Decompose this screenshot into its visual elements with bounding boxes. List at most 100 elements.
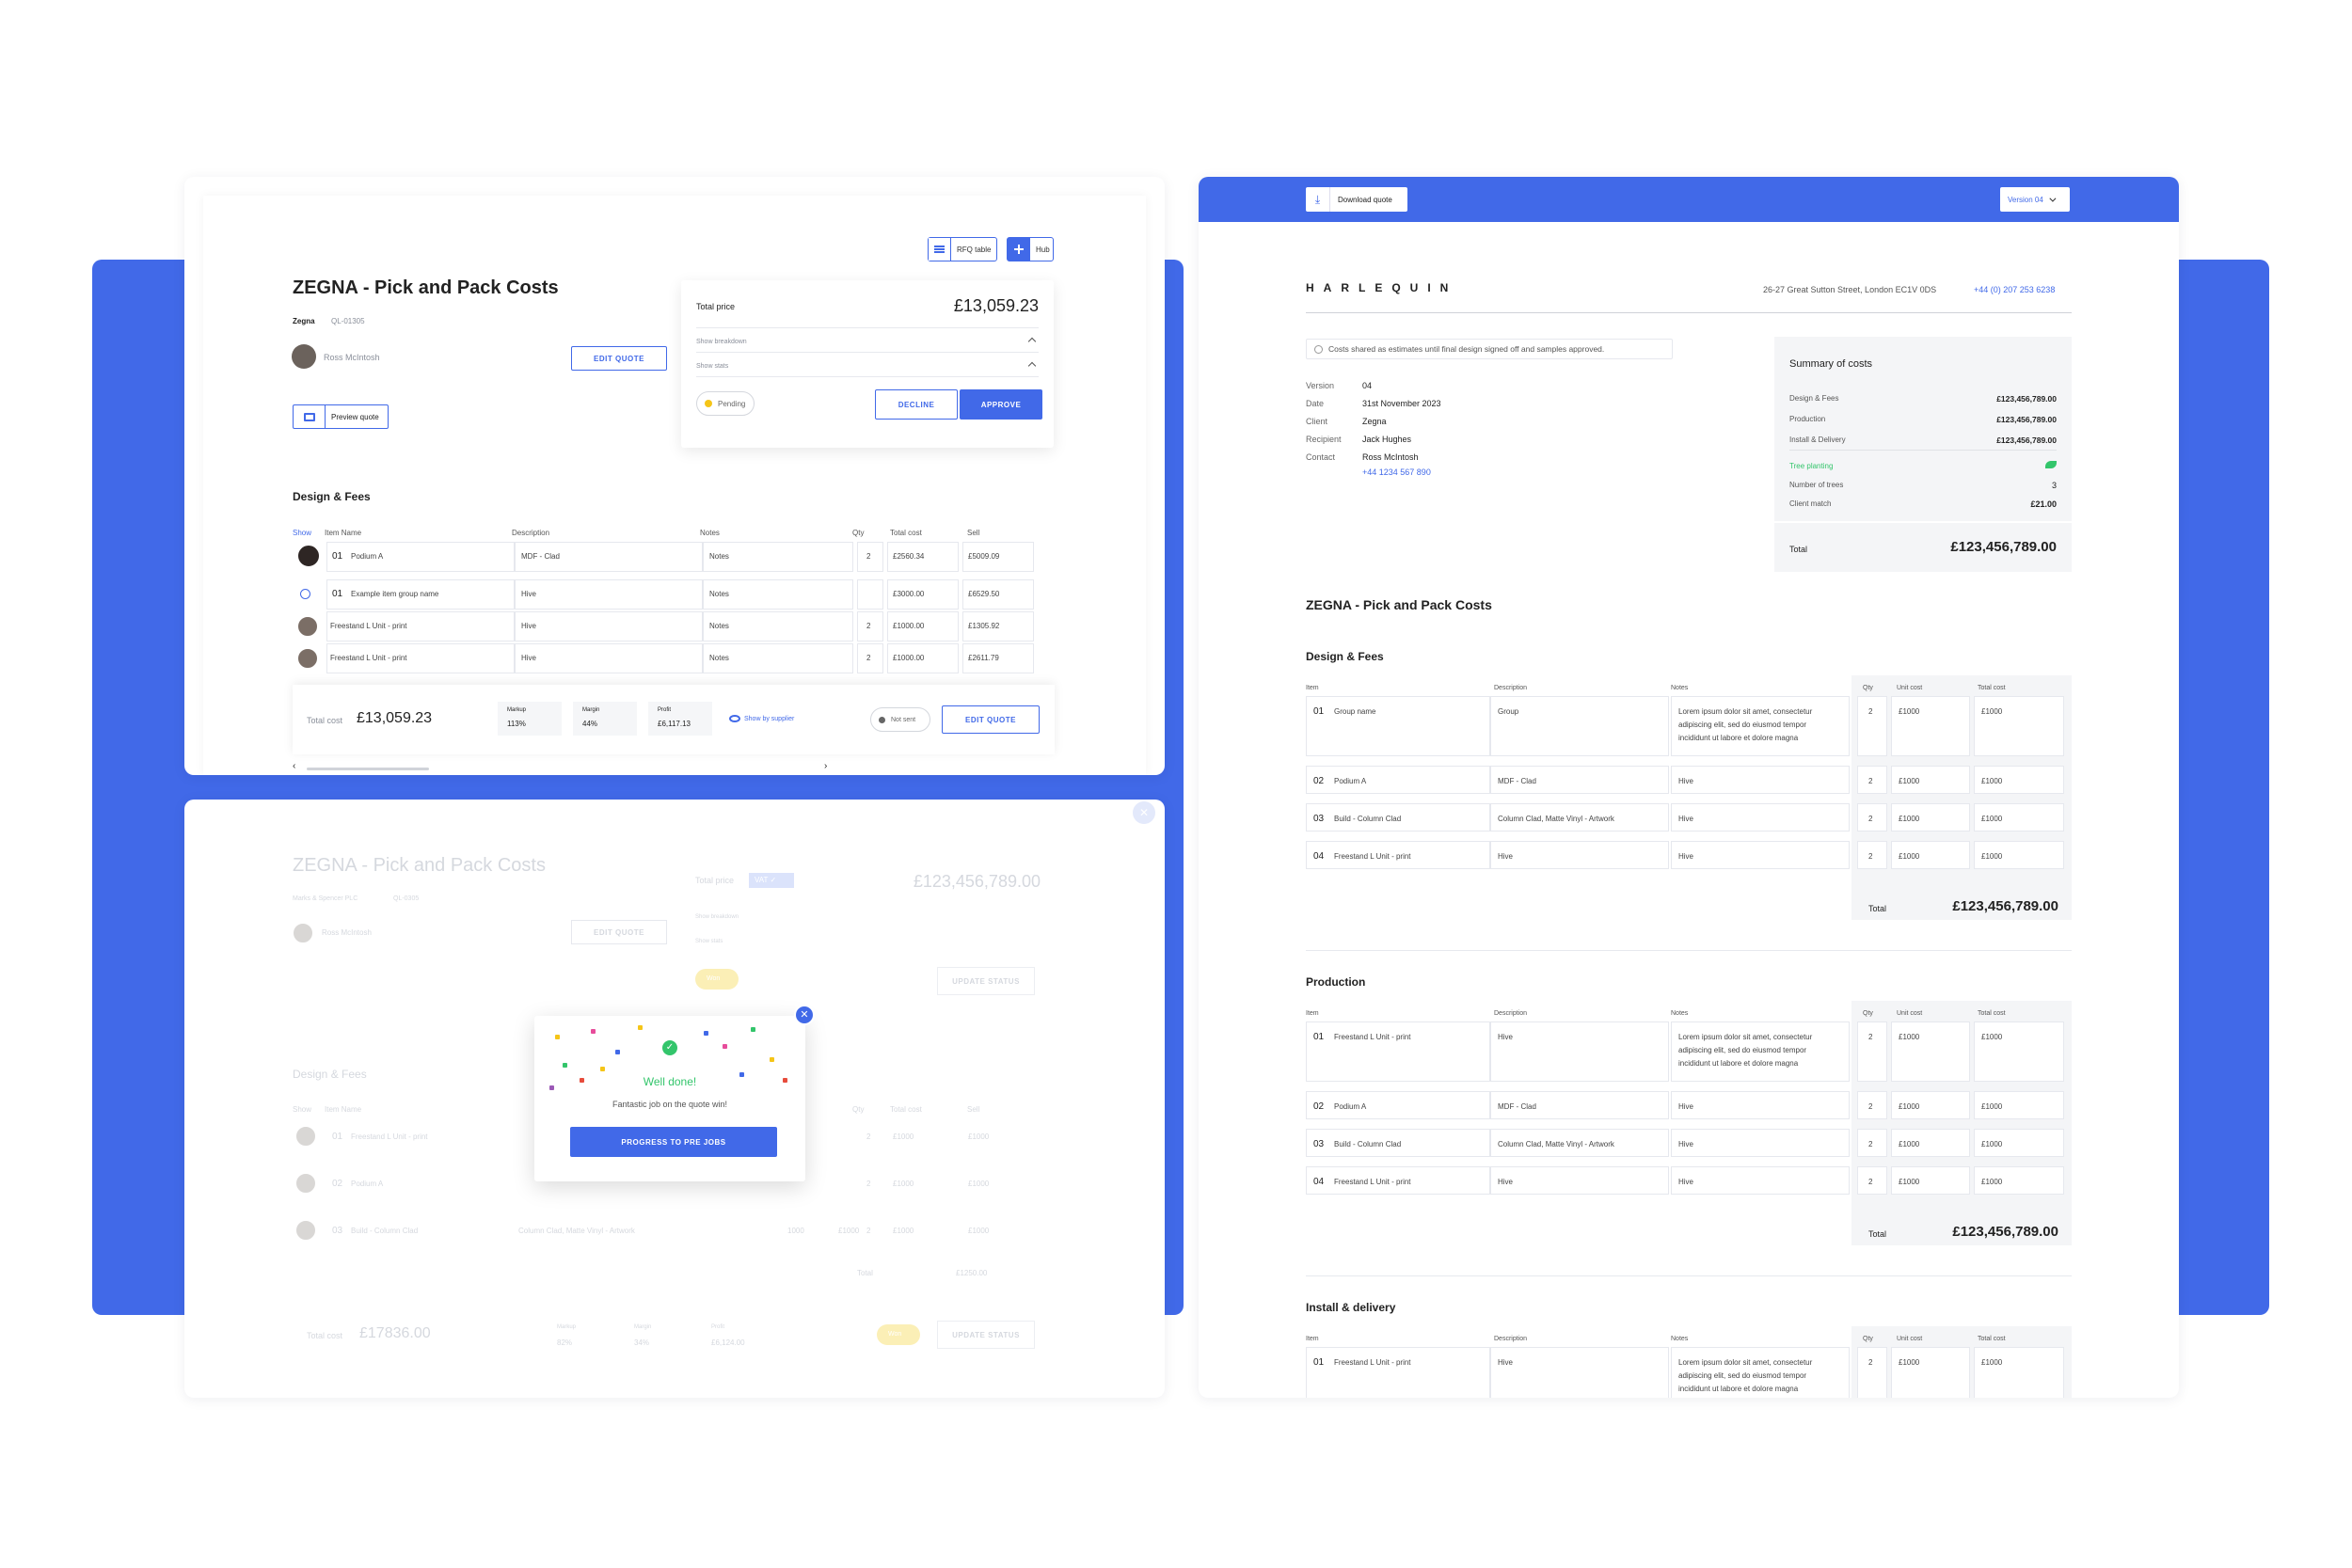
table-row[interactable]: Freestand L Unit - print Hive Notes 2 £1000.…: [293, 611, 1055, 641]
item-description: Group: [1498, 707, 1519, 716]
preview-quote-button[interactable]: Preview quote: [293, 404, 389, 429]
item-notes: Lorem ipsum dolor sit amet, consectetur: [1678, 1358, 1813, 1367]
item-description: MDF - Clad: [1498, 1102, 1536, 1111]
faded-qty: Qty: [852, 1105, 865, 1114]
item-sell: £6529.50: [968, 590, 1000, 598]
table-cell: [703, 579, 853, 610]
quote-panel: RFQ table Hub ZEGNA - Pick and Pack Cost…: [184, 177, 1165, 775]
faded-total: £1000: [893, 1132, 914, 1141]
meta-label: Version: [1306, 381, 1335, 390]
table-cell: [1857, 1129, 1887, 1157]
collapse-icon[interactable]: [300, 589, 310, 599]
item-qty: 2: [866, 622, 871, 630]
hub-toggle[interactable]: Hub: [1007, 237, 1054, 261]
faded-code: QL-0305: [393, 895, 420, 902]
info-icon: [1314, 344, 1323, 354]
preview-quote-label: Preview quote: [331, 412, 379, 421]
show-toggle[interactable]: Show: [293, 529, 312, 537]
show-breakdown-toggle[interactable]: Show breakdown: [696, 339, 747, 345]
status-badge[interactable]: Pending: [696, 391, 755, 416]
panel-close-icon[interactable]: ✕: [1133, 801, 1155, 824]
item-sell: £1305.92: [968, 622, 1000, 630]
faded-footer-total: £17836.00: [359, 1325, 431, 1341]
item-total-cost: £2560.34: [893, 552, 925, 561]
item-total-cost: £1000.00: [893, 654, 925, 662]
col-desc: Description: [1494, 1336, 1528, 1342]
sent-status-badge[interactable]: Not sent: [870, 707, 930, 732]
table-cell: [1490, 1347, 1669, 1398]
item-unit-cost: £1000: [1899, 815, 1920, 823]
table-row[interactable]: Freestand L Unit - print Hive Notes 2 £1000.…: [293, 643, 1055, 673]
faded-item-name: Freestand L Unit - print: [351, 1132, 428, 1141]
chevron-up-icon[interactable]: [1027, 337, 1037, 346]
faded-update-status: UPDATE STATUS: [937, 967, 1035, 995]
total-price-value: £13,059.23: [953, 296, 1039, 315]
faded-sell: £1000: [968, 1227, 990, 1235]
faded-page-title: ZEGNA - Pick and Pack Costs: [293, 855, 546, 876]
show-by-supplier-link[interactable]: Show by supplier: [744, 716, 795, 722]
col-qty: Qty: [852, 529, 865, 537]
table-row[interactable]: 01 Example item group name Hive Notes £3000.…: [293, 579, 1055, 610]
table-row[interactable]: 01 Podium A MDF - Clad Notes 2 £2560.34 £5009.…: [293, 542, 1055, 572]
meta-label: Contact: [1306, 452, 1336, 462]
decline-button[interactable]: DECLINE: [875, 389, 958, 420]
profit-label: Profit: [658, 707, 672, 713]
version-select[interactable]: Version 04: [2000, 187, 2070, 212]
item-unit-cost: £1000: [1899, 1140, 1920, 1148]
item-notes: Notes: [709, 654, 729, 662]
faded-footer-status: Won: [877, 1324, 920, 1345]
edit-quote-button[interactable]: EDIT QUOTE: [571, 346, 667, 371]
eye-icon[interactable]: [729, 715, 740, 722]
item-unit-cost: £1000: [1899, 1102, 1920, 1111]
horizontal-scrollbar[interactable]: [307, 768, 429, 770]
document-toolbar: ⤓ Download quote Version 04: [1199, 177, 2179, 222]
scroll-left-icon[interactable]: ‹: [293, 761, 296, 771]
faded-unit2: £1000: [838, 1227, 860, 1235]
summary-row-label: Production: [1789, 415, 1826, 423]
contact-phone[interactable]: +44 1234 567 890: [1362, 467, 1431, 477]
faded-footer-label: Total cost: [307, 1331, 343, 1340]
show-stats-toggle[interactable]: Show stats: [696, 363, 729, 370]
table-cell: [703, 643, 853, 673]
scroll-right-icon[interactable]: ›: [824, 761, 828, 771]
table-cell: [515, 643, 703, 673]
table-cell: [1490, 1022, 1669, 1082]
faded-avatar: [294, 1219, 317, 1242]
col-sell: Sell: [967, 529, 980, 537]
table-row: 04 Freestand L Unit - print Hive Hive 2 £1000…: [1306, 1166, 2072, 1198]
table-cell: [1857, 1091, 1887, 1119]
download-icon: ⤓: [1306, 187, 1330, 212]
download-quote-button[interactable]: ⤓ Download quote: [1306, 187, 1407, 212]
table-cell: [1490, 803, 1669, 832]
faded-table-row: 02 Podium A 2 £1000 £1000: [293, 1166, 1055, 1204]
col-desc: Description: [512, 529, 550, 537]
table-cell: [887, 611, 959, 641]
faded-qty: 2: [866, 1132, 871, 1141]
item-number: 01: [1313, 1357, 1325, 1368]
rfq-table-toggle[interactable]: RFQ table: [928, 237, 997, 261]
table-cell: [857, 611, 883, 641]
item-notes: Lorem ipsum dolor sit amet, consectetur: [1678, 707, 1813, 716]
company-phone[interactable]: +44 (0) 207 253 6238: [1974, 285, 2056, 294]
approve-button[interactable]: APPROVE: [960, 389, 1042, 420]
table-cell: [515, 542, 703, 572]
modal-close-icon[interactable]: ✕: [794, 1005, 815, 1025]
margin-value: 44%: [582, 720, 598, 728]
item-qty: 2: [1868, 1102, 1873, 1111]
progress-to-pre-jobs-button[interactable]: PROGRESS TO PRE JOBS: [570, 1127, 777, 1157]
page-title: ZEGNA - Pick and Pack Costs: [293, 277, 559, 298]
chevron-down-icon: [2049, 195, 2057, 202]
col-qty: Qty: [1863, 685, 1873, 691]
faded-total-value: £123,456,789.00: [913, 872, 1041, 891]
item-name: Freestand L Unit - print: [1334, 1033, 1411, 1041]
item-qty: 2: [866, 654, 871, 662]
section-divider: [1306, 950, 2072, 951]
chevron-up-icon[interactable]: [1027, 361, 1037, 371]
total-cost-label: Total cost: [307, 716, 343, 725]
item-unit-cost: £1000: [1899, 1033, 1920, 1041]
footer-edit-quote-button[interactable]: EDIT QUOTE: [942, 705, 1040, 734]
item-name: Podium A: [351, 552, 384, 561]
item-unit-cost: £1000: [1899, 777, 1920, 785]
item-description: Hive: [1498, 1178, 1514, 1186]
item-notes: adipiscing elit, sed do eiusmod tempor: [1678, 1046, 1807, 1054]
